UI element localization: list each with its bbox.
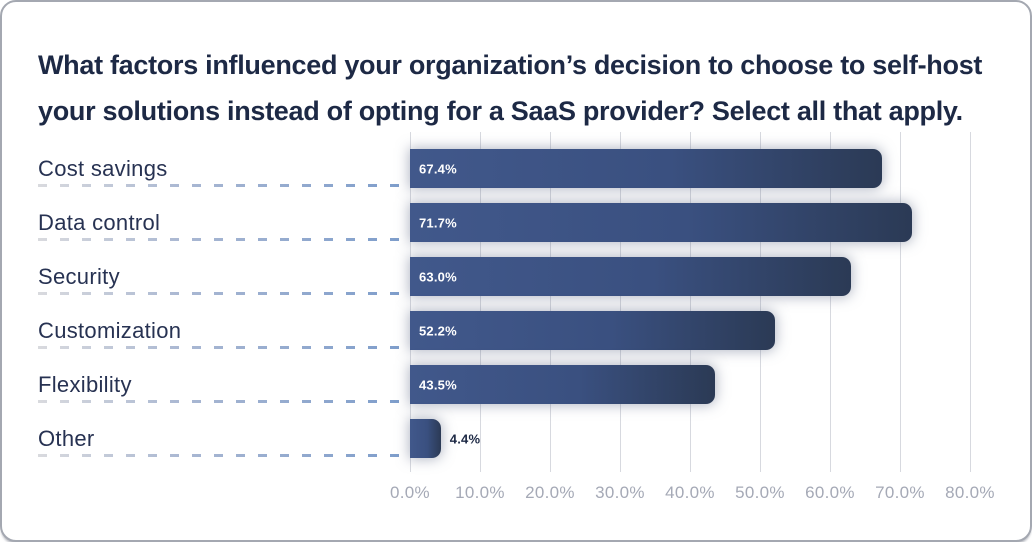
- bar: 43.5%: [410, 365, 715, 404]
- dashed-leader-line: [38, 238, 406, 241]
- bar-value-label: 52.2%: [419, 323, 457, 338]
- chart-row: Data control 71.7%: [2, 188, 1030, 242]
- gridline: [410, 132, 411, 472]
- chart-row: Customization 52.2%: [2, 296, 1030, 350]
- bar-value-label: 43.5%: [419, 377, 457, 392]
- chart-title: What factors influenced your organizatio…: [38, 42, 998, 134]
- bar: 67.4%: [410, 149, 882, 188]
- gridline: [690, 132, 691, 472]
- bar-value-label: 63.0%: [419, 269, 457, 284]
- gridline: [550, 132, 551, 472]
- dashed-leader-line: [38, 184, 406, 187]
- x-tick-label: 60.0%: [805, 483, 855, 502]
- gridline: [620, 132, 621, 472]
- category-label: Other: [38, 426, 95, 451]
- bar: 52.2%: [410, 311, 776, 350]
- category-label: Security: [38, 264, 120, 289]
- gridline: [970, 132, 971, 472]
- gridline: [480, 132, 481, 472]
- x-tick-label: 20.0%: [525, 483, 575, 502]
- dashed-leader-line: [38, 346, 406, 349]
- x-tick-label: 10.0%: [455, 483, 505, 502]
- dashed-leader-line: [38, 400, 406, 403]
- bar: 4.4%: [410, 419, 480, 458]
- gridline: [760, 132, 761, 472]
- bar-value-label: 4.4%: [449, 431, 481, 446]
- chart-row: Security 63.0%: [2, 242, 1030, 296]
- x-tick-label: 30.0%: [595, 483, 645, 502]
- x-tick-label: 50.0%: [735, 483, 785, 502]
- x-tick-label: 80.0%: [945, 483, 995, 502]
- bar-value-label: 71.7%: [419, 215, 457, 230]
- category-label: Customization: [38, 318, 182, 343]
- category-label: Cost savings: [38, 156, 168, 181]
- bar: 63.0%: [410, 257, 851, 296]
- chart-title-line-1: What factors influenced your organizatio…: [38, 50, 983, 80]
- x-tick-label: 40.0%: [665, 483, 715, 502]
- chart-row: Flexibility 43.5%: [2, 350, 1030, 404]
- chart-row: Other 4.4%: [2, 404, 1030, 458]
- dashed-leader-line: [38, 292, 406, 295]
- dashed-leader-line: [38, 454, 406, 457]
- bar-value-label: 67.4%: [419, 161, 457, 176]
- chart-rows: Cost savings 67.4% Data control 71.7% Se…: [2, 134, 1030, 458]
- gridline: [830, 132, 831, 472]
- gridline: [900, 132, 901, 472]
- chart-title-line-2: your solutions instead of opting for a S…: [38, 96, 963, 126]
- bar: 71.7%: [410, 203, 912, 242]
- chart-row: Cost savings 67.4%: [2, 134, 1030, 188]
- x-tick-label: 0.0%: [390, 483, 430, 502]
- x-tick-label: 70.0%: [875, 483, 925, 502]
- category-label: Data control: [38, 210, 161, 235]
- category-label: Flexibility: [38, 372, 132, 397]
